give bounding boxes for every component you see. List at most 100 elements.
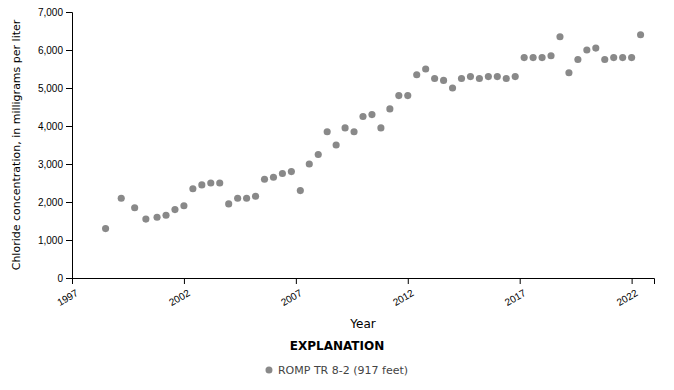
- y-tick-label: 4,000: [38, 121, 63, 132]
- point: [404, 92, 411, 99]
- point: [610, 54, 617, 61]
- y-tick-mark: [66, 88, 72, 89]
- point: [574, 56, 581, 63]
- y-axis-line: [66, 13, 73, 279]
- y-tick: 1,000: [38, 235, 72, 246]
- y-tick-label: 7,000: [38, 7, 63, 18]
- y-axis-title: Chloride concentration, in milligrams pe…: [10, 19, 23, 270]
- point: [359, 113, 366, 120]
- point: [476, 75, 483, 82]
- y-tick-label: 6,000: [38, 45, 63, 56]
- legend: ROMP TR 8-2 (917 feet): [265, 364, 408, 377]
- point: [592, 45, 599, 52]
- legend-title: EXPLANATION: [290, 339, 384, 353]
- point: [494, 73, 501, 80]
- point: [288, 168, 295, 175]
- y-tick: 3,000: [38, 159, 72, 170]
- point: [171, 206, 178, 213]
- y-tick-mark: [66, 278, 72, 279]
- point: [628, 54, 635, 61]
- y-tick-label: 5,000: [38, 83, 63, 94]
- y-tick-mark: [66, 202, 72, 203]
- y-tick-mark: [66, 164, 72, 165]
- point: [162, 212, 169, 219]
- x-tick: 2012: [391, 278, 416, 308]
- y-tick: 0: [57, 273, 72, 284]
- x-tick-label: 2007: [279, 287, 304, 308]
- point: [243, 195, 250, 202]
- point: [252, 193, 259, 200]
- x-tick: 2017: [503, 278, 528, 308]
- point: [142, 216, 149, 223]
- x-tick-mark: [632, 278, 633, 284]
- chart: 1997 2002 2007 2012 2017 2022 0 1,000 2,000 3,000…: [0, 0, 674, 390]
- y-tick-mark: [66, 12, 72, 13]
- x-tick-label: 1997: [55, 287, 80, 308]
- point: [583, 46, 590, 53]
- point: [198, 181, 205, 188]
- x-tick-label: 2012: [391, 287, 416, 308]
- point: [619, 54, 626, 61]
- point: [395, 92, 402, 99]
- point: [601, 56, 608, 63]
- point: [637, 31, 644, 38]
- point: [539, 54, 546, 61]
- point: [225, 200, 232, 207]
- point: [512, 73, 519, 80]
- point: [530, 54, 537, 61]
- y-tick-mark: [66, 50, 72, 51]
- point: [324, 128, 331, 135]
- y-tick: 2,000: [38, 197, 72, 208]
- point: [279, 170, 286, 177]
- x-tick-mark: [520, 278, 521, 284]
- point: [261, 176, 268, 183]
- y-tick-mark: [66, 240, 72, 241]
- point: [118, 195, 125, 202]
- y-tick: 5,000: [38, 83, 72, 94]
- point: [131, 204, 138, 211]
- x-tick-mark: [184, 278, 185, 284]
- y-axis: 0 1,000 2,000 3,000 4,000 5,000 6,000 7,000: [38, 7, 73, 284]
- legend-label: ROMP TR 8-2 (917 feet): [278, 364, 408, 377]
- x-tick: 2007: [279, 278, 304, 308]
- point: [270, 174, 277, 181]
- point: [556, 33, 563, 40]
- point: [386, 105, 393, 112]
- point: [207, 179, 214, 186]
- point: [342, 124, 349, 131]
- point: [315, 151, 322, 158]
- x-tick-label: 2022: [615, 287, 640, 308]
- point: [413, 71, 420, 78]
- points: [102, 31, 644, 232]
- point: [102, 225, 109, 232]
- x-axis-title: Year: [349, 317, 375, 331]
- y-tick: 6,000: [38, 45, 72, 56]
- x-tick: 2022: [615, 278, 640, 308]
- point: [449, 84, 456, 91]
- x-tick-label: 2002: [167, 287, 192, 308]
- x-tick: 2002: [167, 278, 192, 308]
- point: [431, 75, 438, 82]
- legend-item: ROMP TR 8-2 (917 feet): [265, 364, 408, 377]
- point: [565, 69, 572, 76]
- point: [333, 141, 340, 148]
- y-tick: 7,000: [38, 7, 72, 18]
- y-tick-label: 3,000: [38, 159, 63, 170]
- point: [521, 54, 528, 61]
- x-axis: 1997 2002 2007 2012 2017 2022: [55, 278, 654, 308]
- y-tick: 4,000: [38, 121, 72, 132]
- point: [297, 187, 304, 194]
- y-tick-label: 2,000: [38, 197, 63, 208]
- x-axis-line: [73, 279, 655, 285]
- y-tick-label: 0: [57, 273, 63, 284]
- point: [503, 75, 510, 82]
- x-tick-mark: [408, 278, 409, 284]
- point: [189, 185, 196, 192]
- plot: 1997 2002 2007 2012 2017 2022 0 1,000 2,000 3,000…: [10, 7, 655, 331]
- x-tick-mark: [296, 278, 297, 284]
- point: [234, 195, 241, 202]
- point: [216, 179, 223, 186]
- point: [467, 73, 474, 80]
- point: [377, 124, 384, 131]
- point: [485, 73, 492, 80]
